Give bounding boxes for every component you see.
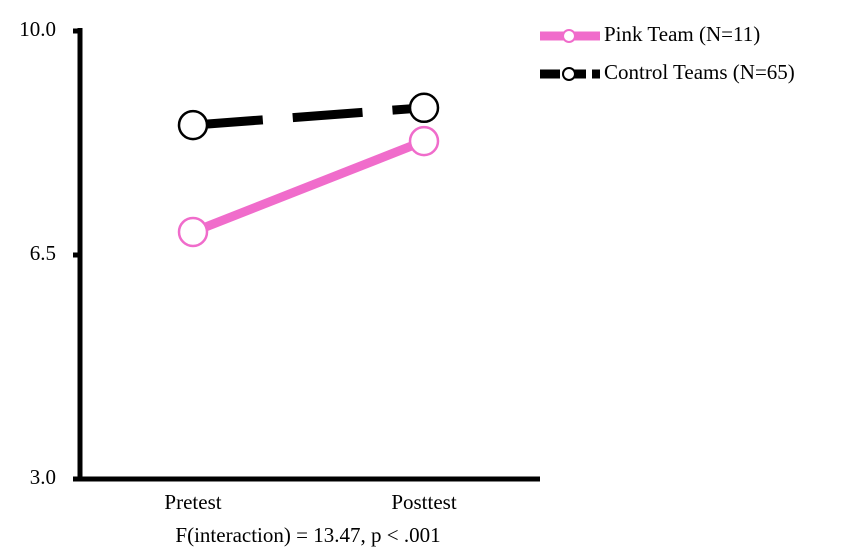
series-line (192, 103, 425, 130)
annotation: F(interaction) = 13.47, p < .001 (175, 523, 440, 547)
x-tick-label: Posttest (391, 490, 457, 514)
x-tick-label: Pretest (164, 490, 221, 514)
y-tick-label: 3.0 (30, 465, 56, 489)
data-point (408, 125, 440, 157)
data-point (408, 92, 440, 124)
data-point (177, 109, 209, 141)
legend-label: Control Teams (N=65) (604, 60, 795, 84)
y-tick-label: 6.5 (30, 241, 56, 265)
legend-marker (562, 29, 576, 43)
legend-marker (562, 67, 576, 81)
y-tick-label: 10.0 (19, 17, 56, 41)
data-point (177, 216, 209, 248)
series-line (191, 136, 426, 237)
legend-label: Pink Team (N=11) (604, 22, 760, 46)
